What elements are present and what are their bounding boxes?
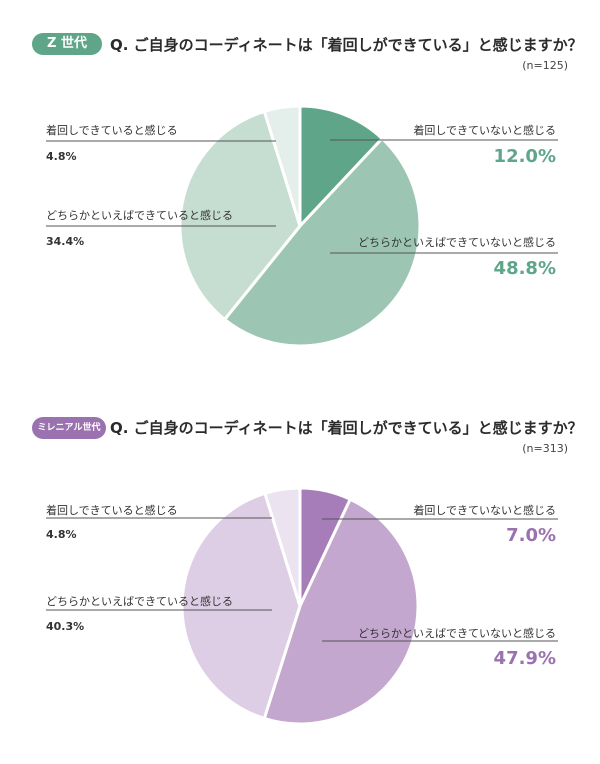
millennial-badge: ミレニアル世代 [32,417,106,439]
gen-z-label-not-doing: 着回しできていないと感じる [413,124,556,137]
millennial-slice-doing-well [263,486,302,607]
gen-z-value-not-doing: 12.0% [493,146,556,167]
millennial-sample-size: (n=313) [522,442,568,455]
gen-z-slice-somewhat-not-doing [222,136,422,348]
gen-z-value-somewhat-doing-well: 34.4% [46,235,85,248]
gen-z-sample-size: (n=125) [522,59,568,72]
millennial-value-not-doing: 7.0% [506,525,556,546]
millennial-pie-chart [46,486,558,726]
gen-z-section: Z 世代 Q. ご自身のコーディネートは「着回しができている」と感じますか？ (… [32,33,583,348]
millennial-value-somewhat-doing-well: 40.3% [46,620,85,633]
gen-z-label-somewhat-doing-well: どちらかといえばできていると感じる [46,209,233,222]
millennial-section: ミレニアル世代 Q. ご自身のコーディネートは「着回しができている」と感じますか… [0,382,600,764]
gen-z-badge: Z 世代 [32,33,102,55]
gen-z-slice-not-doing [298,104,385,230]
millennial-label-somewhat-doing-well: どちらかといえばできていると感じる [46,595,233,608]
gen-z-slice-somewhat-doing-well [178,109,302,322]
gen-z-value-somewhat-not-doing: 48.8% [493,258,556,279]
millennial-question-title: Q. ご自身のコーディネートは「着回しができている」と感じますか？ [110,419,583,437]
gen-z-value-doing-well: 4.8% [46,150,77,163]
millennial-label-somewhat-not-doing: どちらかといえばできていないと感じる [358,627,556,640]
gen-z-label-somewhat-not-doing: どちらかといえばできていないと感じる [358,236,556,249]
millennial-slice-somewhat-doing-well [180,491,302,721]
millennial-label-doing-well: 着回しできていると感じる [46,504,178,517]
gen-z-label-doing-well: 着回しできていると感じる [46,124,178,137]
gen-z-slice-doing-well [262,104,302,227]
millennial-value-somewhat-not-doing: 47.9% [493,648,556,669]
millennial-slice-somewhat-not-doing [262,497,420,726]
gen-z-pie-chart [46,104,558,348]
millennial-value-doing-well: 4.8% [46,528,77,541]
millennial-label-not-doing: 着回しできていないと感じる [413,504,556,517]
gen-z-question-title: Q. ご自身のコーディネートは「着回しができている」と感じますか？ [110,36,583,54]
